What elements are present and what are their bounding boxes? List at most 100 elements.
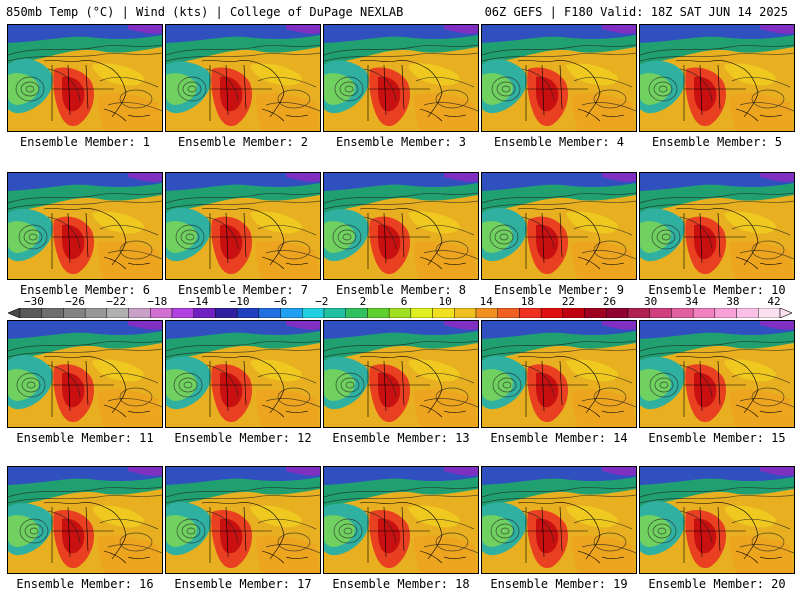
member-map [165, 320, 321, 428]
colorbar-tick-label: 22 [561, 295, 576, 308]
colorbar-tick-label: −30 [24, 295, 44, 308]
colorbar-tick-label: −14 [188, 295, 209, 308]
colorbar-segment [171, 308, 194, 318]
member-map [639, 320, 795, 428]
member-map [639, 172, 795, 280]
member-label: Ensemble Member: 9 [493, 283, 625, 297]
colorbar-segment [432, 308, 455, 318]
header: 850mb Temp (°C) | Wind (kts) | College o… [0, 0, 800, 22]
member-label: Ensemble Member: 17 [174, 577, 312, 591]
colorbar-segment [758, 308, 781, 318]
member-map [481, 466, 637, 574]
member-map [323, 172, 479, 280]
colorbar-segment [128, 308, 151, 318]
member-label: Ensemble Member: 5 [651, 135, 783, 149]
member-map [481, 320, 637, 428]
colorbar-segment [562, 308, 585, 318]
colorbar-segment [345, 308, 368, 318]
colorbar-tick-label: 34 [685, 295, 699, 308]
colorbar-segment [41, 308, 64, 318]
colorbar-tick-label: −2 [315, 295, 329, 308]
colorbar-segment [193, 308, 216, 318]
temperature-colorbar: −30 −26 −22 −18 −14 −10 −6 −2 2 6 10 14 18 22 26 30 34 38… [8, 295, 792, 319]
member-label: Ensemble Member: 1 [19, 135, 151, 149]
colorbar-segment [19, 308, 42, 318]
colorbar-segment [150, 308, 173, 318]
member-map [639, 24, 795, 132]
colorbar-segment [258, 308, 281, 318]
colorbar-segment [540, 308, 564, 318]
colorbar-right-arrow [779, 308, 792, 318]
colorbar-segment [236, 308, 260, 318]
member-label: Ensemble Member: 20 [648, 577, 786, 591]
member-map [7, 466, 163, 574]
colorbar-segment [215, 308, 238, 318]
colorbar-segment [736, 308, 759, 318]
valid-time: 06Z GEFS | F180 Valid: 18Z SAT JUN 14 20… [484, 5, 788, 19]
colorbar-segment [84, 308, 108, 318]
colorbar-segment [584, 308, 607, 318]
colorbar-segment [649, 308, 672, 318]
colorbar-tick-label: −22 [106, 295, 127, 308]
colorbar-tick-label: 42 [767, 295, 781, 308]
member-label: Ensemble Member: 3 [335, 135, 467, 149]
colorbar-tick-label: 38 [726, 295, 740, 308]
colorbar-segment [497, 308, 520, 318]
member-label: Ensemble Member: 18 [332, 577, 470, 591]
colorbar-tick-label: −18 [147, 295, 168, 308]
colorbar-segment [63, 308, 86, 318]
member-map [165, 24, 321, 132]
member-label: Ensemble Member: 11 [16, 431, 154, 445]
colorbar-segment [692, 308, 716, 318]
colorbar-segment [671, 308, 694, 318]
member-label: Ensemble Member: 13 [332, 431, 470, 445]
colorbar-tick-label: −6 [274, 295, 288, 308]
member-label: Ensemble Member: 15 [648, 431, 786, 445]
colorbar-segment [454, 308, 477, 318]
colorbar-segment [106, 308, 129, 318]
member-label: Ensemble Member: 2 [177, 135, 309, 149]
colorbar-tick-label: 18 [520, 295, 534, 308]
member-map [323, 466, 479, 574]
member-label: Ensemble Member: 10 [648, 283, 786, 297]
member-map [165, 172, 321, 280]
member-map [7, 172, 163, 280]
member-label: Ensemble Member: 12 [174, 431, 312, 445]
colorbar-tick-label: 6 [400, 295, 408, 308]
colorbar-bar [8, 308, 792, 318]
colorbar-segment [475, 308, 498, 318]
colorbar-left-arrow [8, 308, 21, 318]
colorbar-segment [367, 308, 390, 318]
colorbar-tick-label: 2 [359, 295, 367, 308]
colorbar-segment [606, 308, 629, 318]
colorbar-tick-label: 26 [602, 295, 617, 308]
member-map [481, 172, 637, 280]
colorbar-segment [627, 308, 650, 318]
member-map [7, 24, 163, 132]
member-map [639, 466, 795, 574]
colorbar-tick-label: 10 [438, 295, 452, 308]
colorbar-tick-labels: −30 −26 −22 −18 −14 −10 −6 −2 2 6 10 14 18 22 26 30 34 38… [8, 295, 792, 308]
colorbar-tick-label: −26 [65, 295, 86, 308]
member-map [7, 320, 163, 428]
colorbar-segment [302, 308, 325, 318]
colorbar-segment [280, 308, 303, 318]
colorbar-segment [519, 308, 542, 318]
colorbar-segment [323, 308, 346, 318]
member-map [323, 320, 479, 428]
colorbar-tick-label: 14 [479, 295, 493, 308]
colorbar-segment [388, 308, 412, 318]
colorbar-tick-label: −10 [229, 295, 250, 308]
member-label: Ensemble Member: 6 [19, 283, 151, 297]
member-map [165, 466, 321, 574]
member-label: Ensemble Member: 8 [335, 283, 467, 297]
member-map [323, 24, 479, 132]
member-label: Ensemble Member: 19 [490, 577, 628, 591]
product-title: 850mb Temp (°C) | Wind (kts) | College o… [6, 5, 404, 19]
colorbar-segment [410, 308, 433, 318]
member-map [481, 24, 637, 132]
colorbar-segment [714, 308, 737, 318]
member-label: Ensemble Member: 7 [177, 283, 309, 297]
colorbar-tick-label: 30 [644, 295, 658, 308]
member-label: Ensemble Member: 4 [493, 135, 625, 149]
